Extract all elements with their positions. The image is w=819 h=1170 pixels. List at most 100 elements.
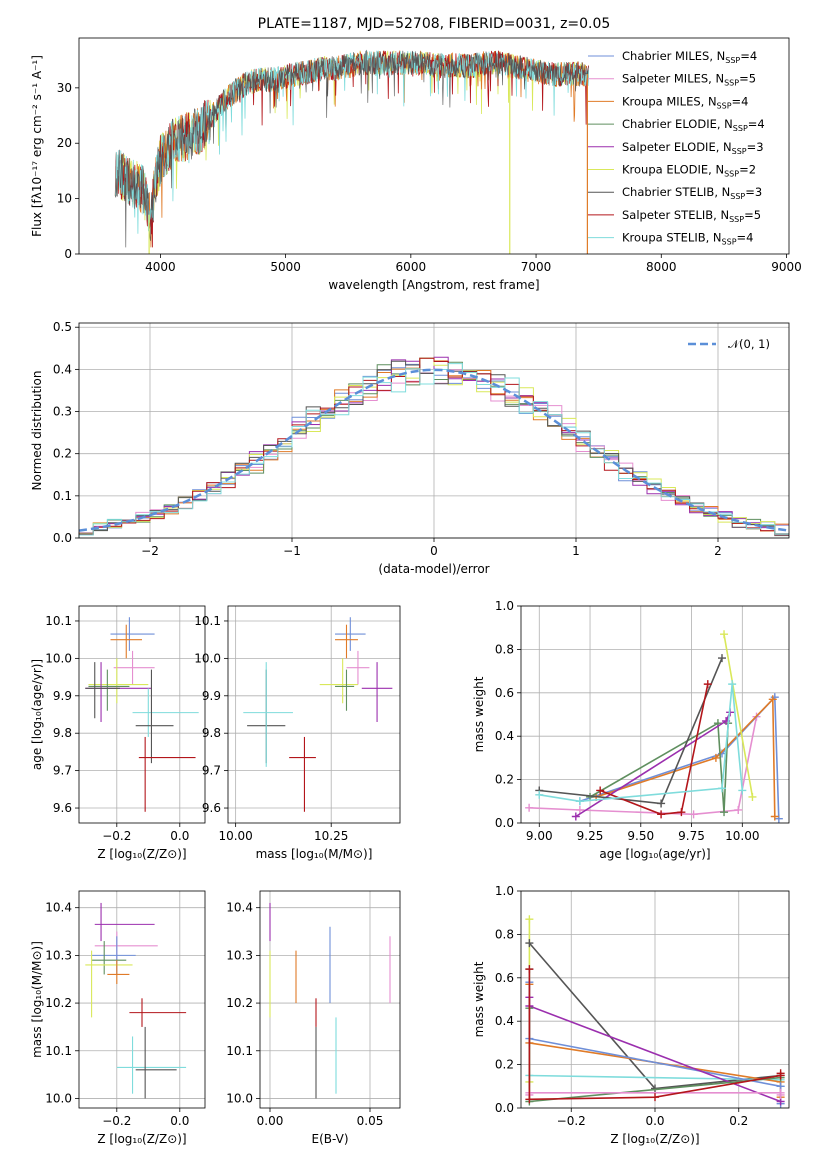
age-mass-plot-area <box>243 617 393 812</box>
y-tick-label: 10.0 <box>45 651 72 665</box>
y-tick-label: 10.3 <box>45 948 72 962</box>
axes-frame <box>78 605 206 824</box>
x-tick-label: 9.25 <box>577 829 604 843</box>
y-axis-label: mass [log₁₀(M/M⊙)] <box>30 941 44 1058</box>
x-tick-label: 2 <box>714 544 722 558</box>
y-tick-label: 9.7 <box>53 764 72 778</box>
x-tick-label: 5000 <box>270 260 301 274</box>
x-tick-label: 9000 <box>771 260 802 274</box>
x-tick-label: 1 <box>572 544 580 558</box>
legend-label: Chabrier ELODIE, NSSP=4 <box>622 117 765 133</box>
x-tick-label: 9.00 <box>526 829 553 843</box>
weight-marker <box>734 805 743 814</box>
y-tick-label: 0.2 <box>495 1058 514 1072</box>
y-tick-label: 9.6 <box>53 801 72 815</box>
weight-marker <box>748 792 757 801</box>
weight-marker <box>651 1084 659 1093</box>
y-tick-label: 0.1 <box>53 489 72 503</box>
normal-legend-label: 𝒩(0, 1) <box>728 337 770 351</box>
y-tick-label: 1.0 <box>495 599 514 613</box>
legend-value: =4 <box>737 231 754 245</box>
weight-marker <box>575 805 584 814</box>
weight-marker <box>718 784 726 793</box>
weight-marker <box>774 814 783 823</box>
y-tick-label: 10.0 <box>226 1091 253 1105</box>
x-tick-label: 0.05 <box>357 1114 384 1128</box>
y-tick-label: 9.8 <box>202 726 221 740</box>
y-tick-label: 10.0 <box>194 651 221 665</box>
legend-value: =4 <box>732 94 749 108</box>
y-tick-label: 9.7 <box>202 764 221 778</box>
x-tick-label: 0.00 <box>257 1114 284 1128</box>
spectrum-legend: Chabrier MILES, NSSP=4 Salpeter MILES, NS… <box>588 49 765 247</box>
y-tick-label: 9.9 <box>202 689 221 703</box>
x-axis-label: age [log₁₀(age/yr)] <box>599 847 710 861</box>
x-axis-label: wavelength [Angstrom, rest frame] <box>328 278 539 292</box>
spectrum-panel: 4000 5000 6000 7000 8000 9000 0 10 20 30 wavelengt… <box>30 37 802 292</box>
y-tick-label: 30 <box>57 81 72 95</box>
legend-label: Chabrier MILES, NSSP=4 <box>622 49 757 65</box>
y-tick-label: 10 <box>57 192 72 206</box>
legend-subscript: SSP <box>733 124 748 133</box>
legend-label: Kroupa ELODIE, NSSP=2 <box>622 163 756 179</box>
x-tick-label: 9.75 <box>678 829 705 843</box>
x-tick-label: 7000 <box>521 260 552 274</box>
figure-title: PLATE=1187, MJD=52708, FIBERID=0031, z=0… <box>258 16 611 32</box>
y-axis-label: mass weight <box>472 676 486 752</box>
mass-metallicity-panel: −0.2 0.0 10.0 10.1 10.2 10.3 10.4 Z [log₁₀(Z/Z⊙… <box>30 890 206 1146</box>
weight-marker <box>720 808 729 817</box>
weight-marker <box>525 939 534 948</box>
x-axis-label: Z [log₁₀(Z/Z⊙)] <box>97 847 186 861</box>
y-tick-label: 10.1 <box>226 1044 253 1058</box>
y-axis-label: Flux [fλ10⁻¹⁷ erg cm⁻² s⁻¹ A⁻¹] <box>30 55 44 237</box>
x-axis-label: Z [log₁₀(Z/Z⊙)] <box>97 1132 186 1146</box>
legend-subscript: SSP <box>732 147 747 156</box>
x-tick-label: 4000 <box>145 260 176 274</box>
residuals-panel: −2 −1 0 1 2 0.0 0.1 0.2 0.3 0.4 0.5 𝒩(0, 1) (data-mo… <box>30 320 790 576</box>
spectrum-plot-area <box>114 49 589 254</box>
legend-value: =5 <box>744 208 761 222</box>
x-tick-label: 0.0 <box>645 1114 664 1128</box>
chart-layer: 4000 5000 6000 7000 8000 90000102030wavelengt… <box>30 37 802 1146</box>
y-tick-label: 0.8 <box>495 927 514 941</box>
legend-label: Chabrier STELIB, NSSP=3 <box>622 185 762 201</box>
y-axis-label: age [log₁₀(age/yr)] <box>30 659 44 770</box>
weight-marker <box>703 680 712 689</box>
x-axis-label: Z [log₁₀(Z/Z⊙)] <box>610 1132 699 1146</box>
residuals-plot-area: 𝒩(0, 1) <box>78 337 790 538</box>
weight-line <box>589 721 729 813</box>
weight-marker <box>525 803 534 812</box>
y-axis-label: mass weight <box>472 961 486 1037</box>
axes-frame <box>78 890 206 1109</box>
x-tick-label: 6000 <box>396 260 427 274</box>
weight-marker <box>525 965 534 974</box>
y-tick-label: 0.0 <box>53 531 72 545</box>
weight-line <box>599 683 709 816</box>
weight-marker <box>657 799 666 808</box>
y-tick-label: 0.4 <box>495 1014 514 1028</box>
y-axis-label: Normed distribution <box>30 371 44 491</box>
y-tick-label: 0.2 <box>495 773 514 787</box>
x-tick-label: −0.2 <box>102 1114 131 1128</box>
weight-marker <box>768 695 777 704</box>
normal-curve <box>78 368 790 532</box>
x-tick-label: 10.00 <box>218 829 252 843</box>
axes-frame <box>520 605 790 824</box>
y-tick-label: 0.4 <box>53 362 72 376</box>
weight-marker <box>776 1069 785 1078</box>
weight-marker <box>651 1093 659 1102</box>
y-tick-label: 0.8 <box>495 642 514 656</box>
weight-marker <box>596 786 605 795</box>
legend-value: =5 <box>739 72 756 86</box>
weight-marker <box>677 808 686 817</box>
weight-marker <box>689 810 698 819</box>
x-tick-label: −0.2 <box>102 829 131 843</box>
x-tick-label: 0.0 <box>170 829 189 843</box>
y-tick-label: 1.0 <box>495 884 514 898</box>
weight-age-plot-area <box>525 630 783 823</box>
histogram-series <box>78 363 789 538</box>
spectrum-line <box>115 49 589 248</box>
x-tick-label: 10.00 <box>725 829 759 843</box>
x-axis-label: E(B-V) <box>311 1132 348 1146</box>
